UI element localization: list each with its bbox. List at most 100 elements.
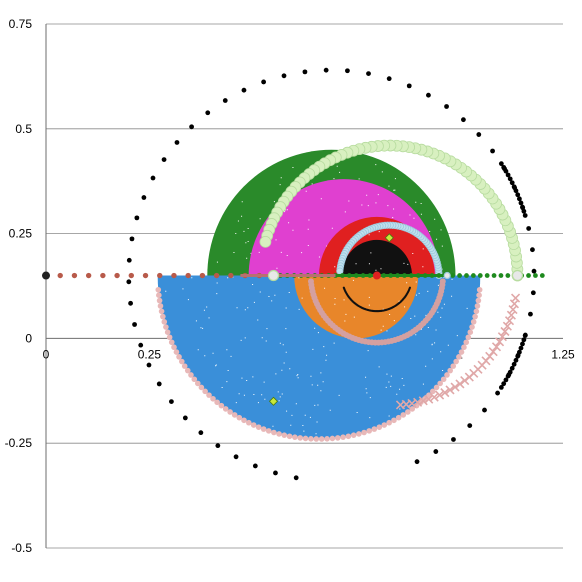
- data-point: [156, 292, 162, 298]
- data-point: [313, 436, 320, 442]
- data-point: [485, 351, 495, 361]
- data-point: [395, 414, 402, 421]
- data-point: [520, 204, 525, 210]
- data-point: [57, 272, 63, 279]
- data-point: [414, 459, 420, 465]
- data-point: [526, 273, 531, 278]
- data-point: [184, 367, 191, 374]
- data-point: [85, 272, 92, 279]
- data-point: [227, 409, 233, 415]
- series-12: [155, 286, 483, 442]
- data-point: [218, 402, 225, 409]
- data-point: [198, 430, 204, 436]
- data-point: [464, 273, 469, 278]
- data-point: [488, 347, 498, 357]
- data-point: [222, 406, 229, 412]
- data-point: [440, 376, 447, 383]
- y-tick-label: 0.25: [9, 227, 33, 241]
- data-point: [42, 271, 50, 280]
- data-point: [202, 388, 208, 395]
- data-point: [445, 385, 455, 395]
- data-point: [495, 390, 500, 396]
- data-point: [255, 424, 262, 430]
- data-point: [433, 449, 439, 454]
- data-point: [261, 79, 267, 85]
- data-point: [157, 303, 164, 309]
- data-point: [500, 326, 510, 337]
- series-24: [384, 233, 394, 243]
- data-point: [126, 279, 132, 285]
- data-point: [146, 362, 152, 368]
- data-point: [465, 334, 472, 341]
- series-14: [395, 293, 521, 410]
- series-9: [342, 286, 412, 313]
- data-point: [381, 422, 388, 428]
- data-point: [405, 409, 411, 415]
- data-point: [199, 272, 206, 279]
- data-point: [528, 311, 533, 317]
- data-point: [334, 435, 341, 441]
- data-point: [181, 363, 188, 369]
- data-point: [437, 380, 443, 387]
- data-point: [376, 424, 383, 430]
- data-point: [506, 310, 516, 320]
- data-region: [294, 275, 419, 339]
- data-point: [178, 358, 185, 365]
- data-point: [530, 247, 535, 253]
- data-point: [100, 272, 106, 279]
- data-point: [475, 297, 482, 304]
- data-point: [168, 339, 175, 346]
- data-point: [156, 297, 163, 304]
- data-point: [126, 257, 132, 263]
- data-point: [406, 83, 412, 89]
- data-point: [150, 175, 156, 181]
- data-point: [516, 349, 522, 355]
- data-point: [215, 443, 221, 449]
- data-point: [513, 188, 519, 194]
- data-point: [158, 308, 165, 315]
- data-point: [509, 180, 515, 186]
- data-point: [308, 436, 314, 442]
- data-point: [222, 98, 228, 103]
- data-point: [433, 384, 440, 391]
- data-point: [281, 432, 288, 438]
- data-point: [494, 337, 505, 347]
- data-point: [297, 435, 303, 441]
- data-point: [516, 196, 522, 202]
- data-point: [128, 272, 135, 279]
- data-point: [173, 349, 180, 355]
- data-point: [450, 382, 460, 392]
- data-point: [424, 394, 434, 404]
- data-point: [265, 428, 272, 434]
- data-point: [502, 321, 512, 331]
- data-point: [171, 344, 177, 351]
- data-point: [507, 176, 513, 182]
- data-point: [198, 384, 205, 391]
- y-tick-label: -0.5: [11, 541, 32, 555]
- data-point: [531, 268, 537, 274]
- data-point: [505, 273, 511, 278]
- data-point: [510, 293, 521, 303]
- data-point: [522, 213, 528, 218]
- series-21: [267, 269, 280, 282]
- data-point: [498, 384, 504, 390]
- data-point: [511, 184, 517, 190]
- data-point: [214, 399, 220, 406]
- series-22: [511, 269, 524, 282]
- data-point: [533, 273, 538, 278]
- data-point: [164, 329, 171, 335]
- data-point: [182, 415, 188, 421]
- data-point: [231, 412, 238, 418]
- series-8: [341, 239, 413, 276]
- data-point: [518, 345, 524, 351]
- data-point: [160, 313, 166, 320]
- data-point: [504, 316, 515, 326]
- data-point: [505, 373, 511, 379]
- data-point: [490, 148, 495, 154]
- data-point: [515, 353, 521, 359]
- data-point: [259, 235, 272, 248]
- data-point: [444, 372, 450, 378]
- data-point: [273, 470, 278, 476]
- data-point: [292, 434, 298, 440]
- data-point: [252, 463, 258, 469]
